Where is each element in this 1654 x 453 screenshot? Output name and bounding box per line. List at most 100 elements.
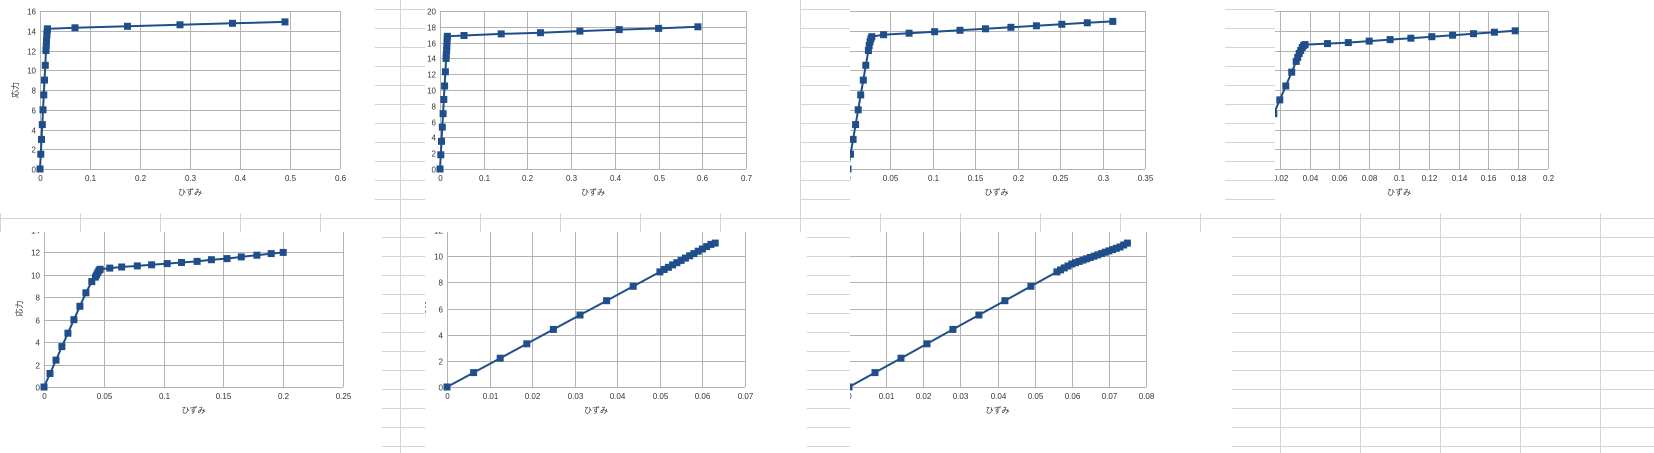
chart-svg: 024681012141600.020.040.060.080.10.120.1… bbox=[1275, 11, 1555, 197]
x-tick-label: 0.2 bbox=[135, 174, 147, 183]
data-point bbox=[1098, 250, 1105, 258]
data-point bbox=[44, 25, 51, 33]
data-point bbox=[949, 325, 957, 333]
data-point bbox=[1109, 17, 1117, 25]
data-point bbox=[1075, 257, 1083, 265]
data-point bbox=[982, 25, 989, 33]
data-point bbox=[897, 354, 905, 362]
y-tick-label: 4 bbox=[32, 127, 37, 136]
data-point bbox=[267, 250, 275, 258]
chart-1[interactable]: 0 2 4 6 8 10 12 14 16 0 0.1 0.2 0.3 0.4 0.5 0.6 ひずみ 応力 bbox=[0, 0, 375, 213]
data-point bbox=[1365, 37, 1373, 45]
data-point bbox=[868, 33, 876, 41]
data-point bbox=[443, 43, 451, 50]
x-tick-label: 0.2 bbox=[278, 392, 290, 401]
series-line bbox=[850, 242, 1128, 388]
x-axis-label: ひずみ bbox=[985, 187, 1009, 197]
x-axis-label: ひずみ bbox=[584, 405, 608, 415]
data-point bbox=[850, 383, 853, 391]
x-axis-label: ひずみ bbox=[1387, 187, 1411, 197]
data-point bbox=[669, 261, 677, 269]
x-tick-label: 0.08 bbox=[1139, 392, 1155, 401]
data-point bbox=[1490, 28, 1498, 36]
x-axis-label: ひずみ bbox=[178, 187, 202, 197]
chart-2[interactable]: 0 2 4 6 8 10 12 14 16 18 20 0 0.1 0.2 0.3 0.4 0.5 0.6 0.7 ひ… bbox=[425, 0, 800, 213]
data-point bbox=[1276, 96, 1284, 104]
y-tick-label: 0 bbox=[32, 166, 37, 175]
data-point bbox=[1275, 110, 1278, 118]
y-tick-label: 4 bbox=[432, 134, 437, 143]
x-tick-label: 0.5 bbox=[654, 174, 666, 183]
data-point bbox=[253, 251, 261, 259]
data-point bbox=[1064, 262, 1072, 270]
x-tick-label: 0.1 bbox=[928, 174, 940, 183]
data-point bbox=[1301, 41, 1309, 49]
data-point bbox=[1120, 241, 1128, 249]
data-point bbox=[850, 150, 854, 158]
x-tick-label: 0.5 bbox=[285, 174, 297, 183]
data-point bbox=[1032, 22, 1040, 30]
chart-svg: 0 2 4 6 8 10 12 14 0 0.05 0.1 0.15 0.2 0.25 ひずみ 応力 bbox=[14, 232, 352, 415]
y-tick-label: 12 bbox=[27, 48, 36, 57]
data-point bbox=[1294, 53, 1302, 61]
x-tick-label: 0.01 bbox=[879, 392, 895, 401]
x-tick-label: 0.08 bbox=[1362, 174, 1378, 183]
data-point bbox=[1288, 68, 1296, 76]
data-point bbox=[1058, 20, 1066, 28]
y-tick-label: 8 bbox=[432, 103, 437, 112]
data-point bbox=[698, 245, 706, 253]
y-tick-label: 6 bbox=[432, 119, 437, 128]
y-tick-label: 0 bbox=[439, 384, 444, 393]
y-tick-label: 14 bbox=[31, 232, 40, 236]
x-tick-label: 0.7 bbox=[741, 174, 753, 183]
data-point bbox=[41, 76, 48, 84]
data-point bbox=[443, 47, 451, 54]
data-point bbox=[438, 137, 445, 145]
x-tick-label: 0.06 bbox=[1332, 174, 1348, 183]
chart-6[interactable]: 0 2 4 6 8 10 12 0 0.01 0.02 0.03 0.04 0.05 0.06 0.07 ひず… bbox=[425, 232, 807, 453]
x-tick-label: 0.04 bbox=[1303, 174, 1319, 183]
chart-3[interactable]: 024681012141600.050.10.150.20.250.30.35ひ… bbox=[850, 0, 1225, 213]
data-point bbox=[576, 27, 584, 35]
x-tick-label: 0.18 bbox=[1511, 174, 1527, 183]
data-point bbox=[681, 254, 689, 262]
data-point bbox=[436, 165, 444, 173]
data-point bbox=[470, 369, 478, 377]
data-point bbox=[41, 61, 49, 69]
y-tick-label: 14 bbox=[27, 28, 36, 37]
series-line bbox=[39, 20, 286, 170]
y-tick-label: 16 bbox=[27, 8, 36, 17]
x-tick-label: 0 bbox=[850, 392, 852, 401]
data-point bbox=[549, 325, 557, 333]
x-tick-label: 0 bbox=[38, 174, 43, 183]
chart-5[interactable]: 0 2 4 6 8 10 12 14 0 0.05 0.1 0.15 0.2 0.25 ひずみ 応力 bbox=[0, 232, 382, 453]
y-tick-label: 0 bbox=[36, 384, 41, 393]
data-point bbox=[660, 266, 668, 273]
data-point bbox=[664, 263, 672, 271]
data-point bbox=[178, 259, 185, 266]
y-tick-label: 6 bbox=[36, 317, 41, 326]
chart-4[interactable]: 024681012141600.020.040.060.080.10.120.1… bbox=[1275, 0, 1654, 213]
x-tick-label: 0.15 bbox=[216, 392, 232, 401]
y-tick-label: 6 bbox=[32, 107, 37, 116]
data-point bbox=[176, 21, 184, 29]
y-tick-label: 18 bbox=[427, 24, 436, 33]
x-tick-label: 0.2 bbox=[1013, 174, 1025, 183]
chart-svg: 02468101200.010.020.030.040.050.060.070.… bbox=[850, 232, 1155, 415]
y-tick-label: 0 bbox=[432, 166, 437, 175]
data-point bbox=[441, 68, 449, 76]
y-tick-label: 10 bbox=[27, 67, 36, 76]
data-point bbox=[442, 54, 450, 62]
data-point bbox=[70, 316, 78, 324]
data-point bbox=[865, 42, 873, 50]
x-tick-label: 0.02 bbox=[525, 392, 541, 401]
data-point bbox=[441, 82, 449, 90]
chart-7[interactable]: 02468101200.010.020.030.040.050.060.070.… bbox=[850, 232, 1232, 453]
data-point bbox=[871, 369, 879, 377]
data-point bbox=[1027, 282, 1035, 290]
data-point bbox=[82, 289, 90, 297]
data-point bbox=[880, 31, 888, 39]
data-point bbox=[64, 329, 72, 337]
x-tick-label: 0 bbox=[850, 174, 851, 183]
data-point bbox=[223, 255, 231, 263]
